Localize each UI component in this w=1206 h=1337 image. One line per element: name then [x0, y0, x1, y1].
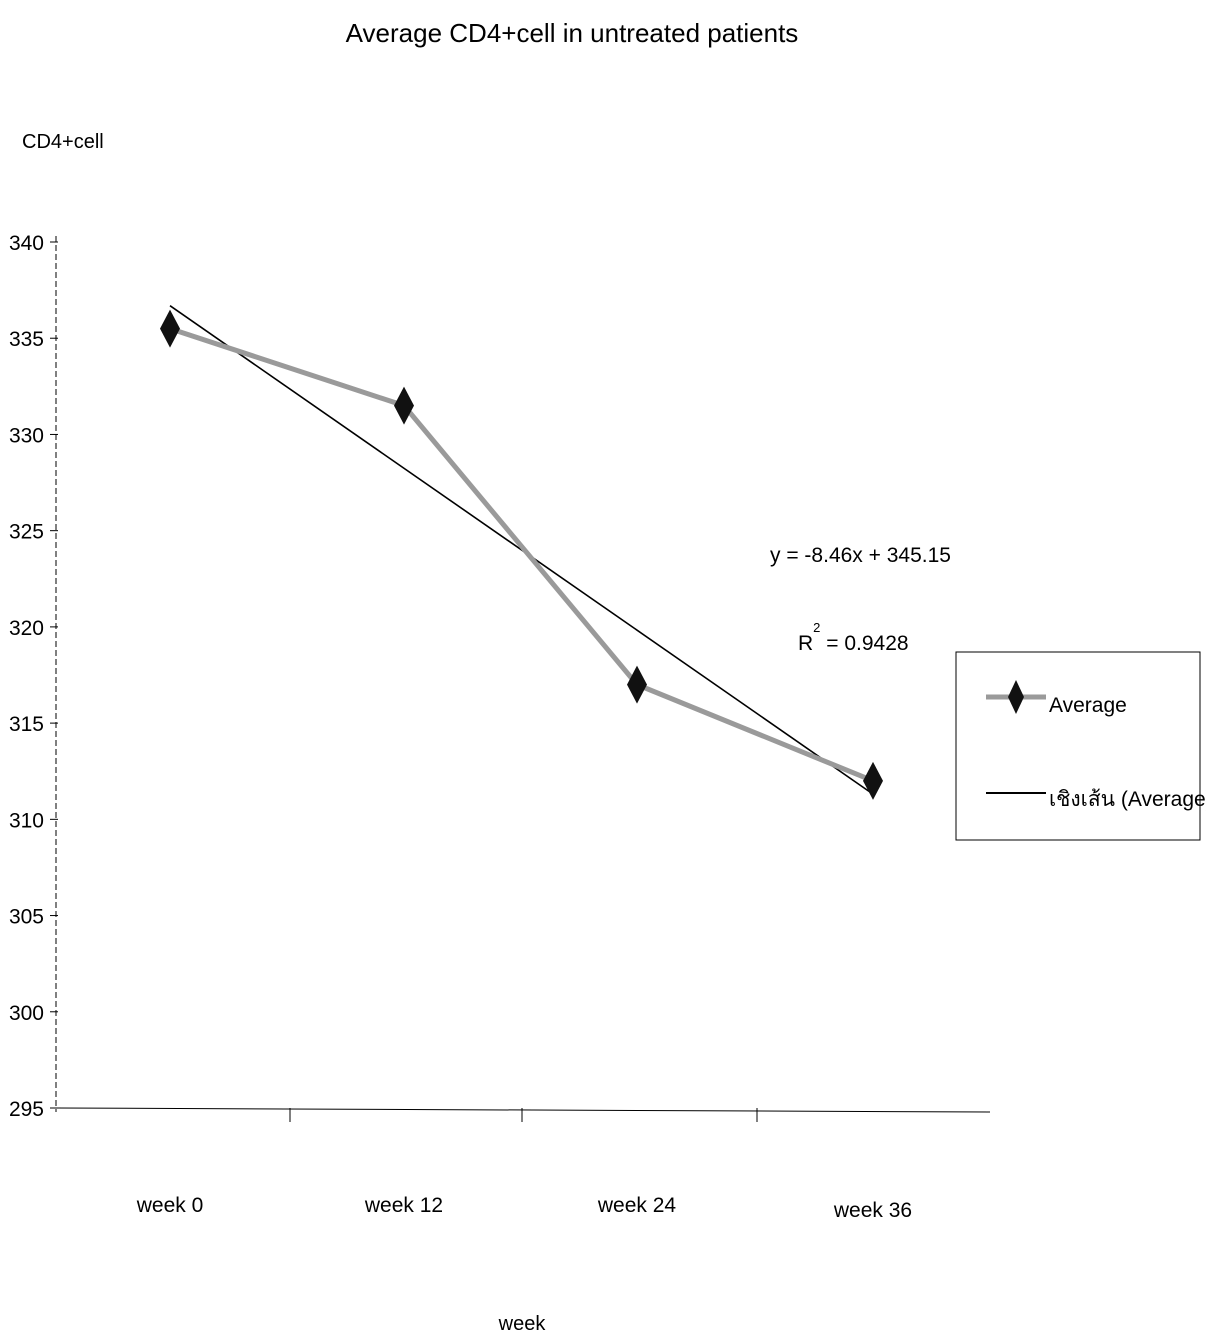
trend-equation: y = -8.46x + 345.15 [770, 544, 951, 567]
legend-box [955, 651, 1201, 841]
y-tick-label: 310 [9, 809, 44, 832]
data-point-marker [394, 386, 414, 425]
y-tick-label: 305 [9, 906, 44, 929]
trend-r2-value: = 0.9428 [820, 632, 908, 655]
y-tick-label: 335 [9, 328, 44, 351]
legend-series-marker [1008, 680, 1024, 714]
y-tick-label: 300 [9, 1002, 44, 1025]
trend-r2-sup: 2 [813, 620, 820, 635]
series-markers [160, 309, 883, 800]
x-tick-label: week 24 [597, 1194, 677, 1217]
legend-series-label: Average [1049, 694, 1127, 717]
x-tick-label: week 0 [136, 1194, 204, 1217]
x-tick-labels: week 0 week 12 week 24 week 36 [136, 1194, 912, 1222]
x-axis-title: week [498, 1313, 547, 1335]
data-point-marker [863, 761, 883, 800]
trend-r2-label: R [798, 632, 813, 655]
y-tick-label: 325 [9, 521, 44, 544]
legend-trend-label: เชิงเส้น (Average) [1049, 788, 1206, 811]
series-line-average [169, 326, 874, 784]
x-tick-label: week 12 [364, 1194, 443, 1217]
data-point-marker [627, 665, 647, 704]
x-axis-line [55, 1107, 991, 1113]
y-tick-label: 295 [9, 1098, 44, 1121]
legend: Average เชิงเส้น (Average) [955, 651, 1206, 841]
x-ticks [289, 1108, 758, 1122]
chart-title: Average CD4+cell in untreated patients [346, 18, 799, 48]
y-tick-label: 340 [9, 232, 44, 255]
y-axis-title: CD4+cell [22, 131, 104, 153]
x-tick-label: week 36 [833, 1199, 912, 1222]
trend-r2: R2 = 0.9428 [798, 620, 909, 655]
y-ticks: 340 335 330 325 320 315 310 305 300 295 [9, 232, 58, 1121]
y-tick-label: 320 [9, 617, 44, 640]
y-tick-label: 315 [9, 713, 44, 736]
y-tick-label: 330 [9, 424, 44, 447]
data-point-marker [160, 309, 180, 348]
